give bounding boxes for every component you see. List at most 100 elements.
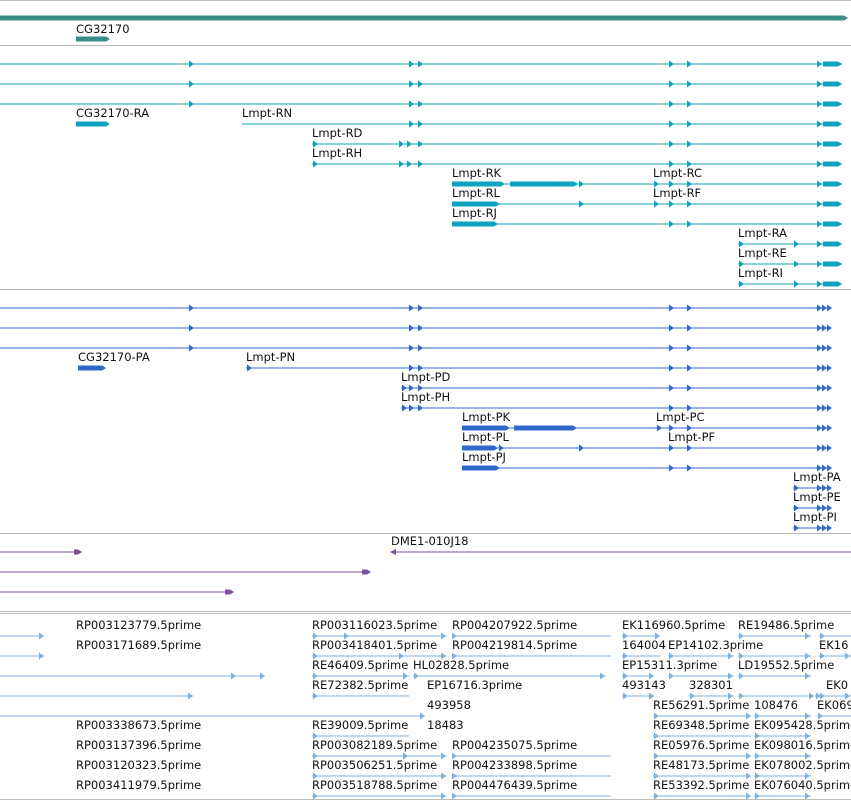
est-label[interactable]: EK076040.5prime	[754, 778, 851, 792]
transcript-label[interactable]: Lmpt-RK	[452, 166, 502, 180]
est-label[interactable]: EP15311.3prime	[622, 658, 718, 672]
protein-exon-marker	[817, 344, 822, 352]
est-label[interactable]: RP004476439.5prime	[452, 778, 578, 792]
est-label[interactable]: RE48173.5prime	[653, 758, 750, 772]
est-label[interactable]: RP004235075.5prime	[452, 738, 578, 752]
est-label[interactable]: EK16	[819, 638, 849, 652]
est-label[interactable]: RE53392.5prime	[653, 778, 750, 792]
est-label[interactable]: LD19552.5prime	[738, 658, 835, 672]
protein-label[interactable]: Lmpt-PI	[793, 510, 837, 524]
est-label[interactable]: RP003338673.5prime	[76, 718, 202, 732]
est-label[interactable]: EK116960.5prime	[622, 618, 726, 632]
clone-label[interactable]: DME1-010J18	[391, 534, 469, 548]
est-label[interactable]: RP004207922.5prime	[452, 618, 578, 632]
transcript-label[interactable]: Lmpt-RA	[738, 226, 787, 240]
transcript-exon-block	[452, 201, 500, 207]
est-label[interactable]: RP003123779.5prime	[76, 618, 202, 632]
est-label[interactable]: RE05976.5prime	[653, 738, 750, 752]
est-label[interactable]: RP003411979.5prime	[76, 778, 202, 792]
protein-label[interactable]: CG32170-PA	[78, 350, 150, 364]
est-label[interactable]: EK069	[817, 698, 851, 712]
est-marker	[739, 652, 744, 660]
protein-label[interactable]: Lmpt-PA	[793, 470, 841, 484]
transcript-label[interactable]: CG32170-RA	[76, 106, 150, 120]
transcript-exon-marker	[669, 220, 674, 228]
est-label[interactable]: EK0	[826, 678, 849, 692]
est-label[interactable]: EK095428.5prime	[754, 718, 851, 732]
protein-exon-block	[462, 465, 500, 471]
protein-exon-marker	[669, 424, 674, 432]
track-separator-proteins	[0, 533, 851, 534]
est-label[interactable]: RE19486.5prime	[738, 618, 835, 632]
est-label[interactable]: EP16716.3prime	[427, 678, 523, 692]
protein-exon-marker	[418, 404, 423, 412]
protein-exon-marker	[669, 404, 674, 412]
est-label[interactable]: EP14102.3prime	[668, 638, 764, 652]
est-label[interactable]: 18483	[427, 718, 464, 732]
est-label[interactable]: RE69348.5prime	[653, 718, 750, 732]
transcript-label[interactable]: Lmpt-RJ	[452, 206, 497, 220]
gene-label[interactable]: CG32170	[76, 22, 130, 36]
est-label[interactable]: 493143	[622, 678, 666, 692]
protein-label[interactable]: Lmpt-PD	[401, 370, 451, 384]
protein-label[interactable]: Lmpt-PF	[668, 430, 716, 444]
est-marker	[820, 632, 825, 640]
protein-label[interactable]: Lmpt-PH	[401, 390, 451, 404]
protein-label[interactable]: Lmpt-PK	[462, 410, 511, 424]
est-marker	[755, 712, 760, 720]
transcript-exon-marker	[817, 220, 822, 228]
est-label[interactable]: EK098016.5prime	[754, 738, 851, 752]
est-label[interactable]: RP003082189.5prime	[312, 738, 438, 752]
est-label[interactable]: RP004233898.5prime	[452, 758, 578, 772]
est-marker	[649, 692, 654, 700]
transcript-label[interactable]: Lmpt-RI	[738, 266, 783, 280]
est-label[interactable]: 164004	[622, 638, 666, 652]
transcript-label[interactable]: Lmpt-RL	[452, 186, 500, 200]
protein-exon-marker	[409, 384, 414, 392]
protein-exon-marker	[189, 304, 194, 312]
track-separator-ests	[0, 613, 851, 614]
est-label[interactable]: RP004219814.5prime	[452, 638, 578, 652]
est-label[interactable]: 328301	[689, 678, 733, 692]
est-label[interactable]: RP003418401.5prime	[312, 638, 438, 652]
clone-end-block	[225, 589, 234, 595]
protein-label[interactable]: Lmpt-PL	[462, 430, 509, 444]
est-label[interactable]: RP003171689.5prime	[76, 638, 202, 652]
est-marker	[816, 692, 821, 700]
est-label[interactable]: RE56291.5prime	[653, 698, 750, 712]
protein-exon-marker	[794, 504, 799, 512]
protein-exon-marker	[822, 304, 827, 312]
transcript-label[interactable]: Lmpt-RE	[738, 246, 787, 260]
est-label[interactable]: RP003137396.5prime	[76, 738, 202, 752]
transcript-exon-marker	[409, 60, 414, 68]
est-label[interactable]: RE72382.5prime	[312, 678, 409, 692]
transcript-label[interactable]: Lmpt-RF	[653, 186, 702, 200]
protein-label[interactable]: Lmpt-PJ	[462, 450, 506, 464]
protein-exon-marker	[822, 484, 827, 492]
protein-label[interactable]: Lmpt-PN	[246, 350, 296, 364]
est-label[interactable]: 108476	[754, 698, 798, 712]
est-label[interactable]: RE39009.5prime	[312, 718, 409, 732]
est-marker	[669, 652, 674, 660]
transcript-exon-marker	[418, 160, 423, 168]
protein-label[interactable]: Lmpt-PE	[793, 490, 841, 504]
transcript-exon-marker	[817, 180, 822, 188]
est-label[interactable]: 493958	[427, 698, 471, 712]
transcript-label[interactable]: Lmpt-RH	[312, 146, 363, 160]
est-label[interactable]: RP003120323.5prime	[76, 758, 202, 772]
transcript-label[interactable]: Lmpt-RD	[312, 126, 363, 140]
est-label[interactable]: EK078002.5prime	[754, 758, 851, 772]
est-label[interactable]: RE46409.5prime	[312, 658, 409, 672]
transcript-label[interactable]: Lmpt-RC	[653, 166, 703, 180]
clone-end-block	[74, 549, 82, 555]
transcript-exon-block	[823, 201, 842, 207]
transcript-exon-marker	[399, 140, 404, 148]
protein-label[interactable]: Lmpt-PC	[656, 410, 705, 424]
transcript-label[interactable]: Lmpt-RN	[242, 106, 293, 120]
est-label[interactable]: RP003116023.5prime	[312, 618, 438, 632]
est-marker	[805, 752, 810, 760]
est-label[interactable]: RP003518788.5prime	[312, 778, 438, 792]
est-label[interactable]: RP003506251.5prime	[312, 758, 438, 772]
transcript-exon-block	[823, 241, 842, 247]
est-label[interactable]: HL02828.5prime	[413, 658, 510, 672]
